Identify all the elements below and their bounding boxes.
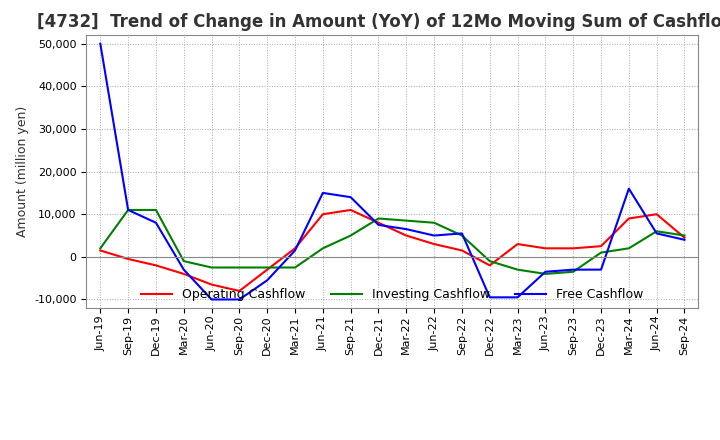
Investing Cashflow	[235, 265, 243, 270]
Investing Cashflow	[569, 269, 577, 275]
Operating Cashflow	[485, 263, 494, 268]
Investing Cashflow	[430, 220, 438, 225]
Investing Cashflow	[207, 265, 216, 270]
Operating Cashflow	[513, 242, 522, 247]
Operating Cashflow	[207, 282, 216, 287]
Investing Cashflow	[402, 218, 410, 223]
Investing Cashflow	[680, 233, 689, 238]
Operating Cashflow	[291, 246, 300, 251]
Investing Cashflow	[513, 267, 522, 272]
Investing Cashflow	[291, 265, 300, 270]
Free Cashflow	[458, 231, 467, 236]
Free Cashflow	[430, 233, 438, 238]
Investing Cashflow	[374, 216, 383, 221]
Investing Cashflow	[96, 246, 104, 251]
Free Cashflow	[485, 295, 494, 300]
Investing Cashflow	[346, 233, 355, 238]
Free Cashflow	[402, 227, 410, 232]
Free Cashflow	[291, 248, 300, 253]
Free Cashflow	[96, 41, 104, 46]
Free Cashflow	[318, 190, 327, 195]
Free Cashflow	[152, 220, 161, 225]
Free Cashflow	[346, 194, 355, 200]
Investing Cashflow	[624, 246, 633, 251]
Operating Cashflow	[346, 207, 355, 213]
Free Cashflow	[124, 207, 132, 213]
Legend: Operating Cashflow, Investing Cashflow, Free Cashflow: Operating Cashflow, Investing Cashflow, …	[135, 282, 650, 307]
Title: [4732]  Trend of Change in Amount (YoY) of 12Mo Moving Sum of Cashflows: [4732] Trend of Change in Amount (YoY) o…	[37, 13, 720, 31]
Operating Cashflow	[624, 216, 633, 221]
Free Cashflow	[207, 297, 216, 302]
Operating Cashflow	[124, 257, 132, 262]
Free Cashflow	[541, 269, 550, 275]
Investing Cashflow	[485, 258, 494, 264]
Investing Cashflow	[152, 207, 161, 213]
Operating Cashflow	[569, 246, 577, 251]
Operating Cashflow	[152, 263, 161, 268]
Operating Cashflow	[179, 271, 188, 277]
Operating Cashflow	[235, 288, 243, 293]
Investing Cashflow	[652, 229, 661, 234]
Operating Cashflow	[541, 246, 550, 251]
Operating Cashflow	[374, 220, 383, 225]
Free Cashflow	[263, 278, 271, 283]
Investing Cashflow	[541, 271, 550, 277]
Investing Cashflow	[318, 246, 327, 251]
Free Cashflow	[374, 222, 383, 227]
Free Cashflow	[513, 295, 522, 300]
Free Cashflow	[680, 237, 689, 242]
Operating Cashflow	[263, 267, 271, 272]
Y-axis label: Amount (million yen): Amount (million yen)	[16, 106, 29, 237]
Operating Cashflow	[318, 212, 327, 217]
Line: Free Cashflow: Free Cashflow	[100, 44, 685, 300]
Free Cashflow	[235, 297, 243, 302]
Operating Cashflow	[96, 248, 104, 253]
Operating Cashflow	[597, 244, 606, 249]
Free Cashflow	[652, 231, 661, 236]
Investing Cashflow	[458, 233, 467, 238]
Free Cashflow	[569, 267, 577, 272]
Investing Cashflow	[597, 250, 606, 255]
Operating Cashflow	[402, 233, 410, 238]
Investing Cashflow	[124, 207, 132, 213]
Line: Operating Cashflow: Operating Cashflow	[100, 210, 685, 291]
Free Cashflow	[179, 267, 188, 272]
Investing Cashflow	[263, 265, 271, 270]
Line: Investing Cashflow: Investing Cashflow	[100, 210, 685, 274]
Investing Cashflow	[179, 258, 188, 264]
Operating Cashflow	[680, 235, 689, 240]
Free Cashflow	[624, 186, 633, 191]
Operating Cashflow	[458, 248, 467, 253]
Operating Cashflow	[430, 242, 438, 247]
Free Cashflow	[597, 267, 606, 272]
Operating Cashflow	[652, 212, 661, 217]
